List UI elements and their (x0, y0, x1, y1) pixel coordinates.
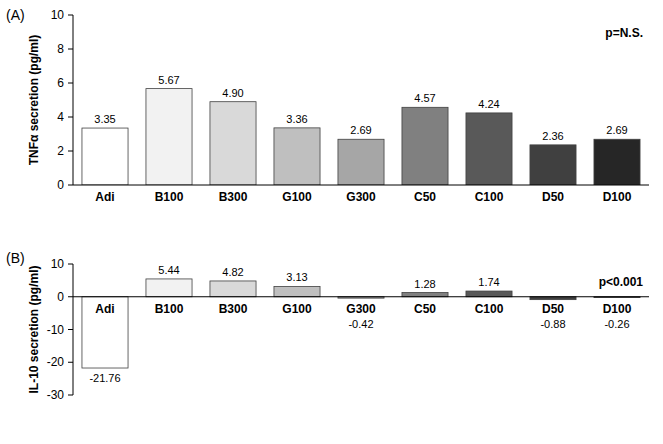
category-label: D100 (603, 302, 632, 316)
data-label: -0.88 (540, 318, 565, 330)
bar (274, 286, 320, 296)
data-label: 2.36 (542, 130, 563, 142)
y-tick (68, 117, 73, 118)
y-tick-label: 10 (51, 257, 65, 271)
data-label: 4.24 (478, 98, 499, 110)
category-label: C100 (475, 302, 504, 316)
y-tick (68, 264, 73, 265)
bar (82, 128, 128, 185)
y-tick (68, 185, 73, 186)
figure: 0 2 4 6 8 10 Adi B100 B300 G100 G300 C50 C100 D50 D100… (0, 0, 663, 444)
y-axis-title: TNFα secretion (pg/ml) (27, 35, 41, 166)
panel-title: (A) (6, 7, 25, 23)
data-label: 4.82 (222, 266, 243, 278)
bar (466, 113, 512, 185)
category-label: B100 (155, 302, 184, 316)
data-label: 2.69 (606, 124, 627, 136)
bar (146, 89, 192, 185)
chart-panel: -30 -20 -10 0 10 Adi B100 B300 G100 G300 C50 C100 D5… (6, 250, 649, 402)
category-label: G100 (282, 190, 312, 204)
y-tick-label: 6 (57, 76, 64, 90)
bar (530, 145, 576, 185)
y-tick (68, 151, 73, 152)
data-label: 5.67 (158, 74, 179, 86)
y-tick (68, 329, 73, 330)
bar (146, 279, 192, 297)
data-label: 4.90 (222, 87, 243, 99)
bars (82, 89, 640, 185)
x-axis (73, 296, 649, 297)
y-tick-label: 10 (51, 8, 65, 22)
category-label: G300 (346, 190, 376, 204)
bar (210, 281, 256, 297)
data-label: 5.44 (158, 264, 179, 276)
category-label: D50 (542, 190, 564, 204)
category-label: D50 (542, 302, 564, 316)
y-tick (68, 83, 73, 84)
data-label: 2.69 (350, 124, 371, 136)
chart-panel: 0 2 4 6 8 10 Adi B100 B300 G100 G300 C50 C100 D50 D100… (6, 7, 649, 204)
y-axis (73, 264, 74, 395)
data-label: 1.74 (478, 276, 499, 288)
annotation: p<0.001 (599, 275, 644, 289)
category-label: Adi (95, 190, 114, 204)
x-axis (73, 185, 649, 186)
data-label: 3.35 (94, 113, 115, 125)
y-axis-title: IL-10 secretion (pg/ml) (27, 265, 41, 393)
category-label: C50 (414, 302, 436, 316)
panel-title: (B) (6, 250, 25, 266)
data-label: -21.76 (89, 372, 120, 384)
y-tick-label: 4 (57, 110, 64, 124)
bar (338, 139, 384, 185)
annotation: p=N.S. (605, 26, 643, 40)
data-label: 3.13 (286, 271, 307, 283)
y-tick (68, 15, 73, 16)
y-tick (68, 296, 73, 297)
category-label: B300 (219, 190, 248, 204)
y-tick (68, 395, 73, 396)
y-tick-label: 2 (57, 144, 64, 158)
y-tick (68, 362, 73, 363)
data-label: -0.42 (348, 318, 373, 330)
bar (402, 293, 448, 297)
category-label: D100 (603, 190, 632, 204)
y-axis (73, 15, 74, 185)
bars (82, 279, 640, 368)
data-label: 3.36 (286, 113, 307, 125)
category-label: B300 (219, 302, 248, 316)
category-label: G100 (282, 302, 312, 316)
y-tick-label: 0 (57, 290, 64, 304)
y-tick-label: 8 (57, 42, 64, 56)
y-tick-label: -10 (47, 323, 65, 337)
category-label: Adi (95, 302, 114, 316)
y-tick-label: 0 (57, 178, 64, 192)
bar (210, 102, 256, 185)
bar (402, 107, 448, 185)
category-label: C50 (414, 190, 436, 204)
y-tick-label: -30 (47, 388, 65, 402)
data-label: 4.57 (414, 92, 435, 104)
bar (594, 139, 640, 185)
category-label: G300 (346, 302, 376, 316)
data-label: 1.28 (414, 278, 435, 290)
data-label: -0.26 (604, 318, 629, 330)
bar (274, 128, 320, 185)
y-tick-label: -20 (47, 355, 65, 369)
bar (466, 291, 512, 297)
category-label: C100 (475, 190, 504, 204)
category-label: B100 (155, 190, 184, 204)
y-tick (68, 49, 73, 50)
bar (82, 297, 128, 368)
